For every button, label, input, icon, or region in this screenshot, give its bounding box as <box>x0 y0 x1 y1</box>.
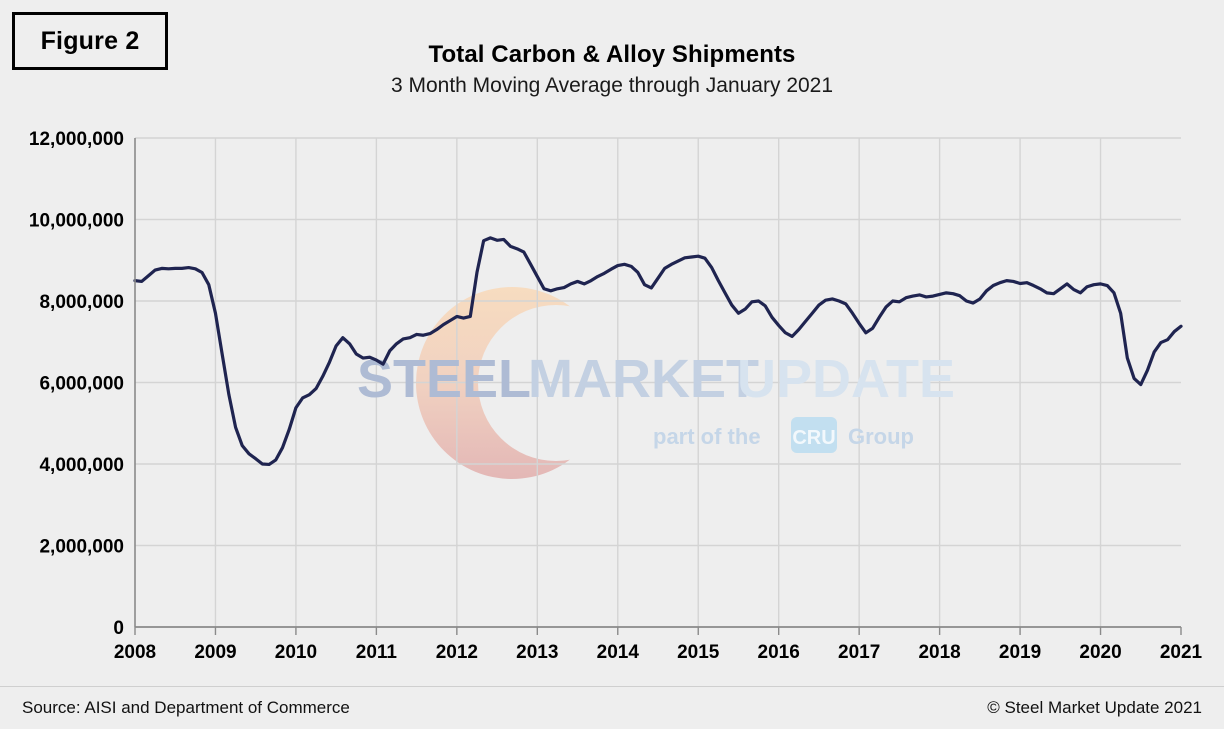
x-tick-label: 2015 <box>677 642 720 663</box>
chart-subtitle: 3 Month Moving Average through January 2… <box>390 74 834 97</box>
line-chart: 0 2,000,000 4,000,000 6,000,000 8,000,000 10,… <box>29 129 1203 663</box>
watermark-cru-text: CRU <box>792 427 835 449</box>
x-axis-tick-labels: 2008 2009 2010 2011 2012 2013 2014 2015 2016 2017… <box>114 642 1203 663</box>
x-tick-label: 2018 <box>918 642 960 663</box>
x-tick-label: 2010 <box>275 642 317 663</box>
y-tick-label: 4,000,000 <box>39 455 124 476</box>
y-tick-label: 0 <box>113 618 124 639</box>
source-note: Source: AISI and Department of Commerce <box>22 698 350 717</box>
x-tick-label: 2020 <box>1079 642 1121 663</box>
watermark-update-text: UPDATE <box>737 349 955 409</box>
figure-badge-label: Figure 2 <box>40 26 140 55</box>
y-tick-label: 2,000,000 <box>39 537 124 558</box>
watermark-text-group: STEEL MARKET UPDATE part of the CRU Grou… <box>357 349 955 453</box>
x-tick-label: 2011 <box>356 642 398 663</box>
x-tick-label: 2009 <box>194 642 236 663</box>
chart-title: Total Carbon & Alloy Shipments <box>428 41 796 68</box>
chart-footer: Source: AISI and Department of Commerce … <box>0 686 1224 729</box>
watermark-tagline-post: Group <box>848 424 914 449</box>
figure-badge: Figure 2 <box>12 12 168 70</box>
data-series-line <box>133 236 1183 467</box>
x-tick-label: 2014 <box>597 642 640 663</box>
copyright-note: © Steel Market Update 2021 <box>987 698 1202 717</box>
y-tick-label: 6,000,000 <box>39 374 124 395</box>
x-tick-label: 2019 <box>999 642 1041 663</box>
watermark-steel-text: STEEL <box>357 349 531 409</box>
y-tick-label: 8,000,000 <box>39 292 124 313</box>
watermark-market-text: MARKET <box>528 349 759 409</box>
chart-plot-area: 0 2,000,000 4,000,000 6,000,000 8,000,000 10,… <box>29 129 1203 663</box>
y-tick-label: 10,000,000 <box>29 211 124 232</box>
x-tick-label: 2017 <box>838 642 880 663</box>
title-block: Total Carbon & Alloy Shipments 3 Month M… <box>0 40 1224 100</box>
y-tick-label: 12,000,000 <box>29 129 124 150</box>
x-tick-label: 2008 <box>114 642 156 663</box>
y-axis-tick-labels: 0 2,000,000 4,000,000 6,000,000 8,000,000 10,… <box>29 129 124 639</box>
chart-gridlines <box>134 137 1182 635</box>
x-tick-label: 2021 <box>1160 642 1203 663</box>
watermark-tagline-pre: part of the <box>653 424 761 449</box>
x-tick-label: 2012 <box>436 642 478 663</box>
x-tick-label: 2016 <box>758 642 800 663</box>
cru-logo-box-icon <box>791 417 837 453</box>
x-tick-label: 2013 <box>516 642 558 663</box>
